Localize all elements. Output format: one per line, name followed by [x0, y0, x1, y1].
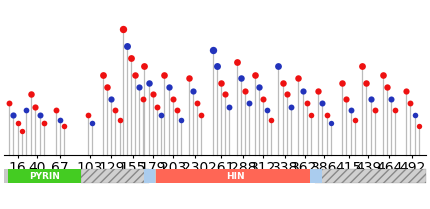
Point [275, 65, 282, 68]
Bar [4, 169, 426, 183]
Text: HIN: HIN [226, 172, 245, 181]
Point [384, 86, 390, 89]
Point [242, 89, 249, 92]
Point [132, 73, 138, 76]
Point [323, 113, 330, 116]
Point [28, 92, 35, 96]
Point [135, 86, 142, 89]
Point [169, 97, 176, 100]
Point [6, 102, 13, 105]
Point [392, 108, 399, 112]
Point [158, 113, 165, 116]
Point [119, 28, 126, 31]
Point [10, 113, 17, 116]
Point [238, 76, 245, 79]
Point [145, 81, 152, 84]
Point [299, 89, 306, 92]
Bar [81, 169, 150, 183]
Bar [314, 169, 426, 183]
Point [154, 105, 160, 108]
Point [104, 86, 111, 89]
Point [411, 113, 418, 116]
Point [252, 73, 258, 76]
Point [371, 108, 378, 112]
Point [89, 121, 95, 124]
Point [327, 121, 334, 124]
Point [268, 118, 275, 121]
Point [194, 102, 201, 105]
Point [14, 121, 21, 124]
Point [226, 105, 233, 108]
Point [347, 108, 354, 112]
Point [40, 121, 47, 124]
Point [32, 105, 39, 108]
Point [185, 76, 192, 79]
Point [307, 113, 314, 116]
Point [380, 73, 387, 76]
Bar [144, 169, 155, 183]
Point [295, 76, 302, 79]
Point [221, 92, 228, 96]
Bar [310, 169, 322, 183]
Point [403, 89, 410, 92]
Point [388, 97, 395, 100]
Point [415, 124, 422, 128]
Point [233, 60, 240, 63]
Point [260, 97, 267, 100]
Point [255, 86, 262, 89]
Point [149, 92, 156, 96]
Point [339, 81, 346, 84]
Point [18, 129, 25, 133]
Point [303, 102, 310, 105]
Point [165, 86, 172, 89]
Point [108, 97, 115, 100]
Point [279, 81, 286, 84]
Point [56, 118, 63, 121]
Point [359, 65, 366, 68]
Point [209, 49, 216, 52]
Text: PYRIN: PYRIN [30, 172, 60, 181]
Point [52, 108, 59, 112]
Point [116, 118, 123, 121]
Point [36, 113, 43, 116]
Point [315, 89, 322, 92]
Point [190, 89, 197, 92]
Point [407, 102, 414, 105]
Point [178, 118, 184, 121]
Point [173, 108, 180, 112]
Point [123, 44, 130, 47]
Point [141, 65, 148, 68]
Bar [156, 169, 314, 183]
Point [246, 102, 253, 105]
Point [351, 118, 358, 121]
Point [319, 102, 326, 105]
Point [100, 73, 107, 76]
Point [198, 113, 205, 116]
Point [288, 105, 295, 108]
Point [363, 81, 370, 84]
Point [140, 97, 147, 100]
Point [61, 124, 68, 128]
Point [213, 65, 220, 68]
Point [84, 113, 91, 116]
Point [161, 73, 168, 76]
Point [112, 108, 119, 112]
Point [367, 97, 374, 100]
Point [127, 57, 134, 60]
Bar [9, 169, 81, 183]
Point [283, 92, 290, 96]
Point [218, 81, 224, 84]
Point [22, 108, 29, 112]
Point [264, 108, 271, 112]
Point [343, 97, 350, 100]
